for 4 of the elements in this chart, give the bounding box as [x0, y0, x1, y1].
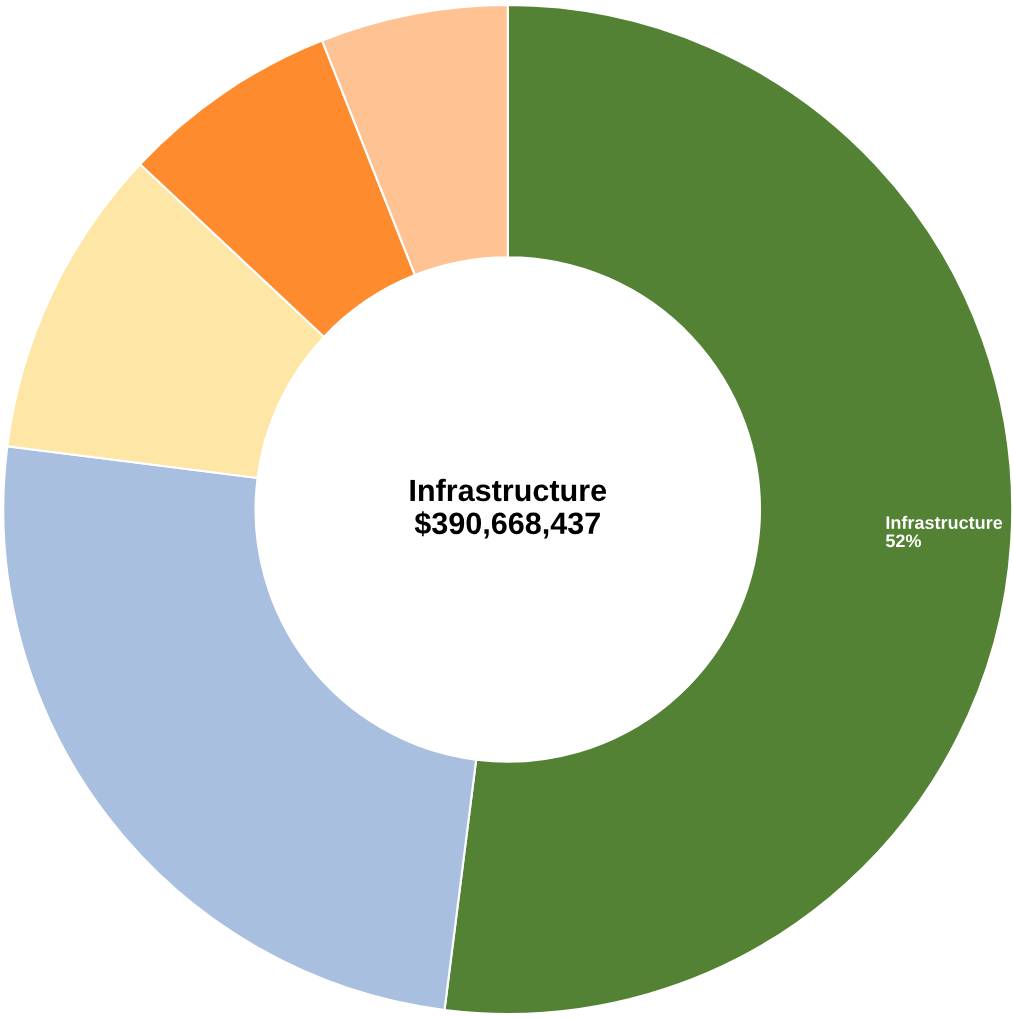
text: $390,668,437: [414, 511, 600, 539]
text: Infrastructure: [410, 478, 607, 502]
data-label: 52%: [885, 534, 922, 548]
slice-label: Infrastructure: [886, 515, 1003, 530]
